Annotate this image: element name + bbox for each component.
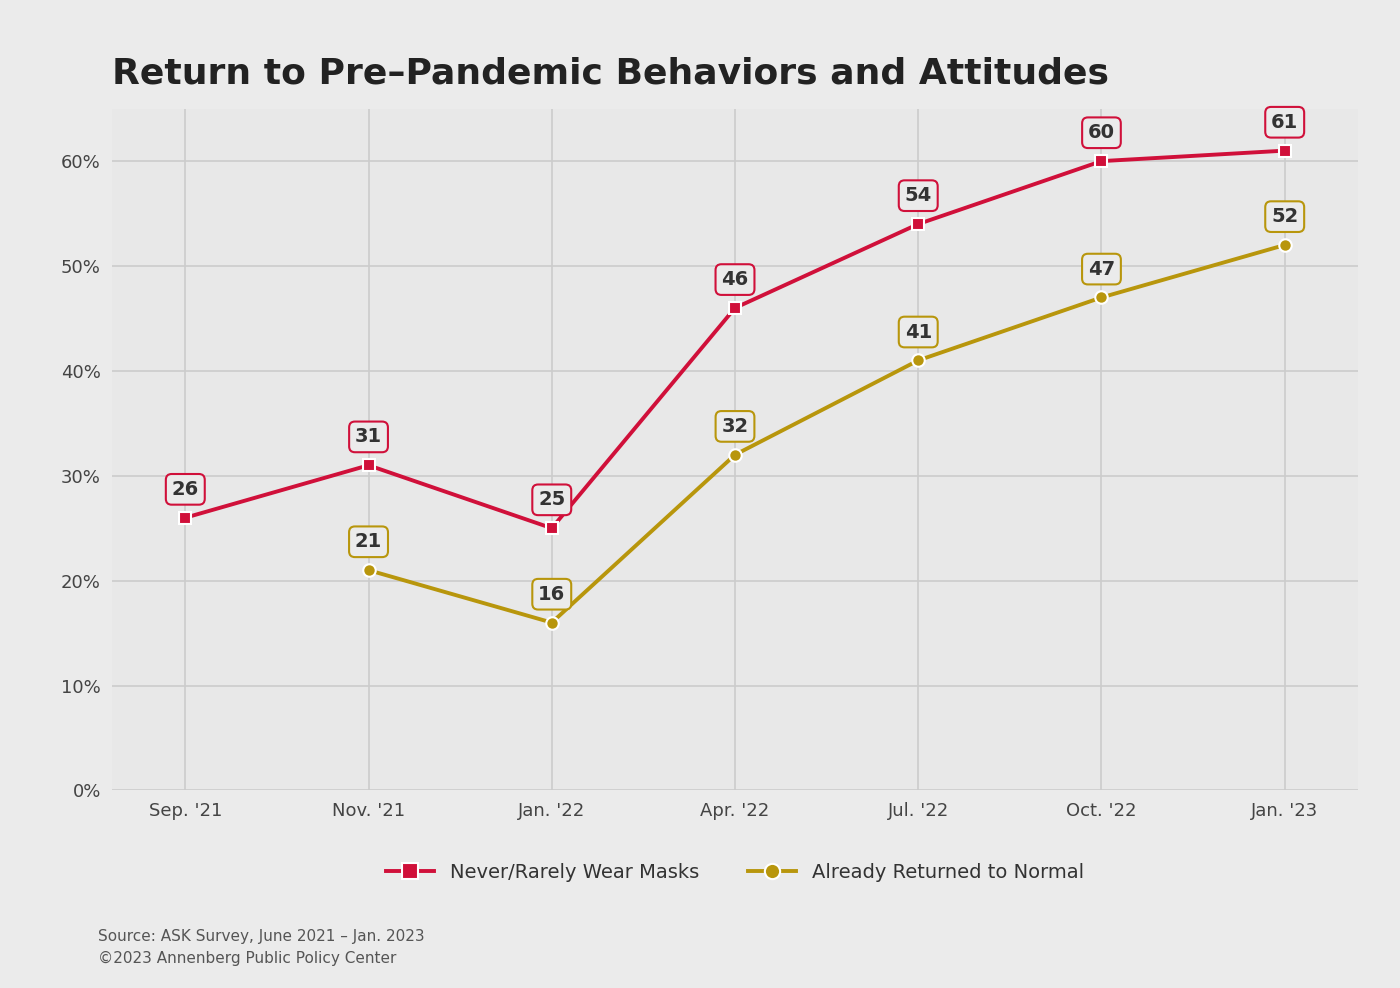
Text: 31: 31 [356, 428, 382, 447]
Text: Source: ASK Survey, June 2021 – Jan. 2023
©2023 Annenberg Public Policy Center: Source: ASK Survey, June 2021 – Jan. 202… [98, 929, 424, 966]
Text: 21: 21 [356, 533, 382, 551]
Text: 46: 46 [721, 270, 749, 289]
Text: 26: 26 [172, 480, 199, 499]
Text: 25: 25 [538, 490, 566, 510]
Text: 60: 60 [1088, 124, 1114, 142]
Legend: Never/Rarely Wear Masks, Already Returned to Normal: Never/Rarely Wear Masks, Already Returne… [378, 856, 1092, 890]
Text: Return to Pre–Pandemic Behaviors and Attitudes: Return to Pre–Pandemic Behaviors and Att… [112, 56, 1109, 91]
Text: 16: 16 [538, 585, 566, 604]
Text: 32: 32 [721, 417, 749, 436]
Text: 47: 47 [1088, 260, 1114, 279]
Text: 52: 52 [1271, 207, 1298, 226]
Text: 61: 61 [1271, 113, 1298, 131]
Text: 41: 41 [904, 322, 932, 342]
Text: 54: 54 [904, 186, 932, 206]
